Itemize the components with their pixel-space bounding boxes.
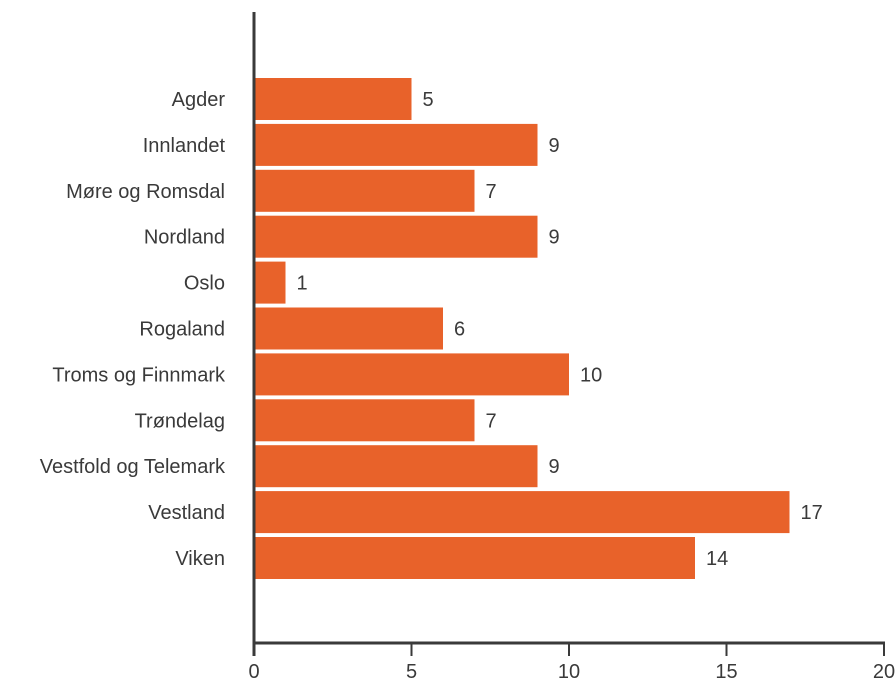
data-label: 9 <box>549 227 560 249</box>
bar <box>254 399 475 442</box>
category-label: Møre og Romsdal <box>66 181 225 203</box>
category-label: Agder <box>172 89 226 111</box>
data-label: 14 <box>706 548 728 570</box>
bar <box>254 537 695 579</box>
x-tick-label: 15 <box>715 661 737 682</box>
x-tick-label: 20 <box>873 661 895 682</box>
category-label: Innlandet <box>143 135 226 157</box>
value-labels: 5 9 7 9 1 6 10 7 9 17 14 <box>297 89 823 570</box>
data-label: 9 <box>549 135 560 157</box>
bar <box>254 123 538 166</box>
data-label: 10 <box>580 364 602 386</box>
data-label: 1 <box>297 273 308 295</box>
x-tick-label: 0 <box>248 661 259 682</box>
bar <box>254 307 443 350</box>
bar <box>254 445 538 488</box>
data-label: 7 <box>486 410 497 432</box>
x-tick-label: 5 <box>406 661 417 682</box>
category-label: Viken <box>175 548 225 570</box>
bar <box>254 353 569 396</box>
category-labels: Agder Innlandet Møre og Romsdal Nordland Osl… <box>40 89 226 570</box>
data-label: 7 <box>486 181 497 203</box>
bar <box>254 261 286 304</box>
axes: 0 5 10 15 20 <box>248 12 895 682</box>
bar <box>254 491 790 534</box>
data-label: 5 <box>423 89 434 111</box>
data-label: 9 <box>549 456 560 478</box>
category-label: Trøndelag <box>135 410 225 432</box>
category-label: Vestfold og Telemark <box>40 456 226 478</box>
bars-group <box>254 78 790 579</box>
x-tick-label: 10 <box>558 661 580 682</box>
bar <box>254 78 412 120</box>
bar <box>254 215 538 258</box>
category-label: Oslo <box>184 273 225 295</box>
category-label: Rogaland <box>139 319 225 341</box>
category-label: Troms og Finnmark <box>52 364 226 386</box>
data-label: 17 <box>801 502 823 524</box>
data-label: 6 <box>454 319 465 341</box>
category-label: Vestland <box>148 502 225 524</box>
bar <box>254 169 475 212</box>
category-label: Nordland <box>144 227 225 249</box>
